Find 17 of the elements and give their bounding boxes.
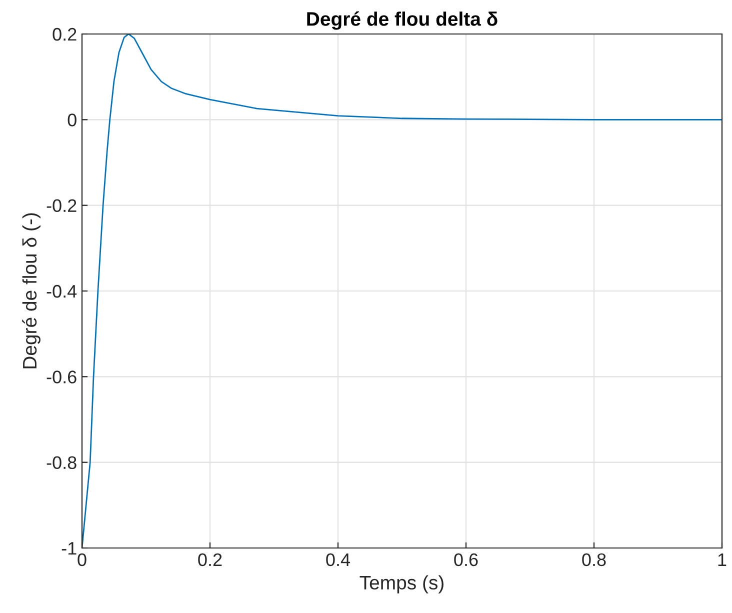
x-tick-label: 0.4 [326, 553, 350, 566]
x-tick-label: 0.6 [454, 553, 478, 566]
line-series [82, 34, 722, 548]
y-tick-label: -0.8 [46, 456, 76, 470]
y-tick-label: -0.6 [46, 370, 76, 384]
x-tick-label: 0 [78, 553, 86, 566]
x-tick-label: 0.8 [582, 553, 606, 566]
y-tick-label: -0.2 [46, 199, 76, 212]
y-tick-label: 0 [68, 114, 76, 126]
y-tick-label: -0.4 [46, 284, 77, 298]
y-tick-label: 0.2 [52, 28, 76, 41]
y-axis-title: Degré de flou δ (-) [22, 213, 40, 368]
x-axis-title: Temps (s) [360, 575, 444, 594]
x-tick-label: 1 [718, 554, 726, 566]
x-tick-label: 0.2 [198, 553, 222, 566]
chart-title: Degré de flou delta δ [307, 11, 498, 30]
y-tick-label: -1 [62, 542, 76, 555]
